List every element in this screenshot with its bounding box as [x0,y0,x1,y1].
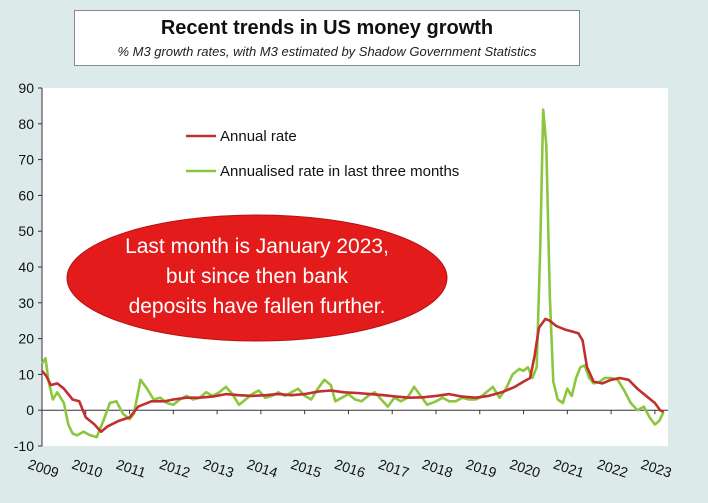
x-tick-label: 2019 [464,456,499,481]
x-tick-label: 2014 [245,456,280,481]
x-axis-ticks: 2009 2010 2011 2012 2013 2014 2015 2016 2017 2018… [26,410,674,481]
annotation-line: but since then bank [166,265,349,288]
x-tick-label: 2012 [158,456,193,481]
y-tick-label: 40 [18,259,34,275]
y-tick-label: 70 [18,152,34,168]
y-tick-label: 60 [18,187,34,203]
x-tick-label: 2021 [552,456,587,481]
series-lines [40,108,665,439]
y-tick-label: 30 [18,295,34,311]
series-line-three-month-rate [40,108,665,439]
legend-item-annual-rate-label: Annual rate [220,128,297,145]
y-tick-label: 80 [18,116,34,132]
x-tick-label: 2016 [333,456,368,481]
x-tick-label: 2020 [508,456,543,481]
x-tick-label: 2023 [639,456,674,481]
chart-title-box: Recent trends in US money growth % M3 gr… [74,10,580,66]
y-tick-label: -10 [14,438,34,454]
chart-title: Recent trends in US money growth [160,17,494,39]
y-tick-label: 50 [18,223,34,239]
x-tick-label: 2013 [201,456,236,481]
y-tick-label: 10 [18,366,34,382]
x-tick-label: 2017 [376,456,411,481]
annotation-line: deposits have fallen further. [129,295,386,318]
x-tick-label: 2022 [595,456,630,481]
y-axis-ticks: 90 80 70 60 50 40 30 20 10 0 -10 [14,80,42,454]
y-tick-label: 20 [18,331,34,347]
chart-subtitle: % M3 growth rates, with M3 estimated by … [117,44,537,59]
x-tick-label: 2018 [420,456,455,481]
x-tick-label: 2015 [289,456,324,481]
x-tick-label: 2011 [114,456,148,481]
legend: Annual rate Annualised rate in last three… [186,128,459,180]
annotation-bubble: Last month is January 2023, but since the… [66,214,448,342]
annotation-ellipse [66,214,448,342]
x-tick-label: 2010 [70,456,105,481]
legend-item-three-month-rate-label: Annualised rate in last three months [220,163,459,180]
y-tick-label: 90 [18,80,34,96]
annotation-line: Last month is January 2023, [125,235,389,258]
y-tick-label: 0 [26,402,34,418]
x-tick-label: 2009 [26,456,61,481]
series-line-annual-rate [40,317,665,433]
